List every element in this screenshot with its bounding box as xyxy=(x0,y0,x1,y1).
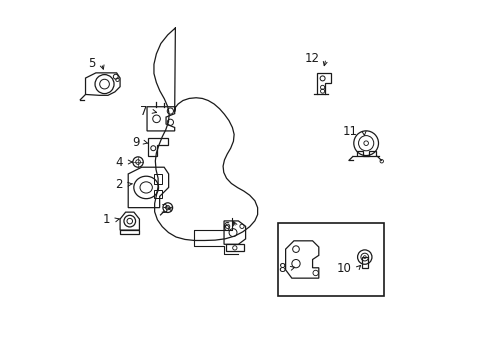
Bar xyxy=(278,223,383,296)
Text: 6: 6 xyxy=(222,221,229,234)
Text: 10: 10 xyxy=(336,262,351,275)
Text: 9: 9 xyxy=(132,136,139,149)
Bar xyxy=(154,190,162,198)
Text: 12: 12 xyxy=(304,52,319,65)
Text: 1: 1 xyxy=(102,213,109,226)
Bar xyxy=(120,230,139,234)
Text: 7: 7 xyxy=(139,105,147,118)
Text: 11: 11 xyxy=(342,125,357,138)
Bar xyxy=(154,174,162,184)
Text: 2: 2 xyxy=(115,177,122,191)
Bar xyxy=(361,257,367,268)
Text: 4: 4 xyxy=(115,156,122,168)
Circle shape xyxy=(165,206,170,210)
Text: 5: 5 xyxy=(88,57,95,70)
Bar xyxy=(225,244,244,252)
Text: 3: 3 xyxy=(160,203,167,216)
Text: 8: 8 xyxy=(277,262,285,275)
